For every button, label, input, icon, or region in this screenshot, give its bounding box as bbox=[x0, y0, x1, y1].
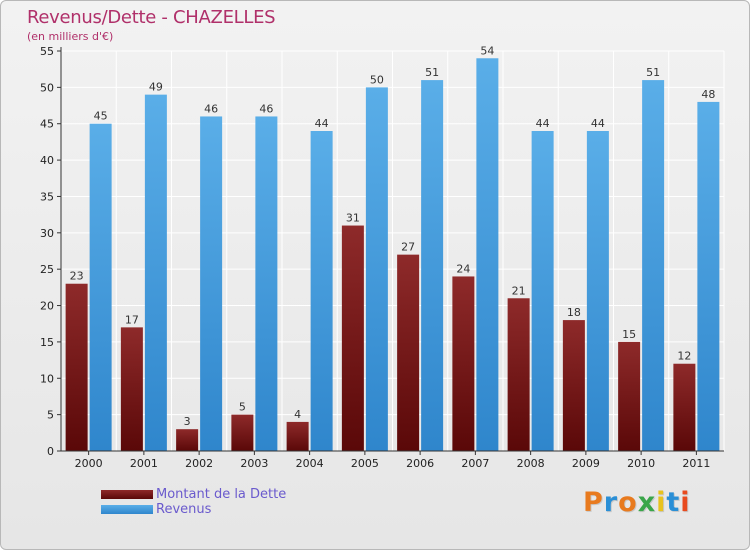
y-tick-label-55: 55 bbox=[40, 45, 54, 58]
y-tick-label-20: 20 bbox=[40, 300, 54, 313]
bar-revenus-2000 bbox=[89, 123, 112, 452]
legend-swatch-dette bbox=[101, 490, 153, 499]
x-tick-label-2003: 2003 bbox=[240, 457, 268, 470]
data-label-dette-2006: 27 bbox=[401, 241, 415, 254]
y-tick-label-50: 50 bbox=[40, 81, 54, 94]
data-label-dette-2000: 23 bbox=[70, 270, 84, 283]
data-label-revenus-2011: 48 bbox=[701, 88, 715, 101]
logo-letter: i bbox=[656, 487, 667, 518]
data-label-revenus-2002: 46 bbox=[204, 102, 218, 115]
data-label-dette-2010: 15 bbox=[622, 328, 636, 341]
bar-chart: 2345174934654644431502751245421441844155… bbox=[40, 44, 725, 470]
bar-revenus-2001 bbox=[144, 94, 167, 452]
data-label-revenus-2008: 44 bbox=[536, 117, 550, 130]
bar-revenus-2003 bbox=[255, 116, 278, 452]
logo-letter: r bbox=[603, 487, 619, 518]
data-label-dette-2004: 4 bbox=[294, 408, 301, 421]
data-label-dette-2007: 24 bbox=[456, 262, 470, 275]
data-label-revenus-2004: 44 bbox=[315, 117, 329, 130]
x-tick-label-2006: 2006 bbox=[406, 457, 434, 470]
x-tick-label-2009: 2009 bbox=[572, 457, 600, 470]
y-tick-label-15: 15 bbox=[40, 336, 54, 349]
y-tick-label-35: 35 bbox=[40, 190, 54, 203]
data-label-dette-2003: 5 bbox=[239, 401, 246, 414]
y-tick-label-25: 25 bbox=[40, 263, 54, 276]
bar-dette-2002 bbox=[176, 429, 199, 451]
data-label-revenus-2006: 51 bbox=[425, 66, 439, 79]
x-tick-label-2010: 2010 bbox=[627, 457, 655, 470]
bar-dette-2008 bbox=[507, 298, 530, 451]
logo-letter: i bbox=[680, 487, 691, 518]
x-tick-label-2002: 2002 bbox=[185, 457, 213, 470]
y-tick-label-0: 0 bbox=[47, 445, 54, 458]
bar-revenus-2010 bbox=[642, 80, 665, 451]
bar-dette-2001 bbox=[120, 327, 143, 451]
bar-dette-2006 bbox=[397, 254, 420, 451]
proxiti-logo: Proxiti bbox=[583, 487, 691, 518]
data-label-dette-2009: 18 bbox=[567, 306, 581, 319]
y-tick-label-45: 45 bbox=[40, 118, 54, 131]
y-tick-label-5: 5 bbox=[47, 409, 54, 422]
bar-revenus-2011 bbox=[697, 101, 720, 451]
x-tick-label-2004: 2004 bbox=[296, 457, 324, 470]
bar-dette-2010 bbox=[618, 341, 641, 451]
data-label-revenus-2003: 46 bbox=[259, 102, 273, 115]
data-label-revenus-2010: 51 bbox=[646, 66, 660, 79]
data-label-dette-2002: 3 bbox=[184, 415, 191, 428]
bar-dette-2005 bbox=[341, 225, 364, 451]
data-label-revenus-2005: 50 bbox=[370, 73, 384, 86]
bar-revenus-2009 bbox=[586, 131, 609, 451]
bar-revenus-2008 bbox=[531, 131, 554, 451]
bar-revenus-2006 bbox=[421, 80, 444, 451]
y-tick-label-30: 30 bbox=[40, 227, 54, 240]
data-label-revenus-2001: 49 bbox=[149, 81, 163, 94]
chart-subtitle: (en milliers d'€) bbox=[27, 30, 114, 43]
bar-revenus-2005 bbox=[365, 87, 388, 451]
legend-label-revenus: Revenus bbox=[156, 502, 212, 517]
logo-letter: o bbox=[618, 487, 638, 518]
bar-dette-2007 bbox=[452, 276, 475, 451]
x-tick-label-2007: 2007 bbox=[461, 457, 489, 470]
data-label-dette-2005: 31 bbox=[346, 212, 360, 225]
logo-letter: x bbox=[637, 487, 657, 518]
x-tick-label-2011: 2011 bbox=[682, 457, 710, 470]
y-tick-label-40: 40 bbox=[40, 154, 54, 167]
data-label-dette-2001: 17 bbox=[125, 313, 139, 326]
bar-revenus-2002 bbox=[200, 116, 223, 452]
legend-label-dette: Montant de la Dette bbox=[156, 487, 287, 502]
bar-revenus-2007 bbox=[476, 58, 499, 451]
bar-dette-2011 bbox=[673, 363, 696, 451]
data-label-revenus-2007: 54 bbox=[480, 44, 494, 57]
bar-dette-2003 bbox=[231, 414, 254, 451]
data-label-dette-2008: 21 bbox=[512, 284, 526, 297]
bar-dette-2000 bbox=[65, 283, 88, 451]
chart-title: Revenus/Dette - CHAZELLES bbox=[27, 7, 276, 28]
logo-letter: t bbox=[666, 487, 681, 518]
y-tick-label-10: 10 bbox=[40, 372, 54, 385]
data-label-revenus-2000: 45 bbox=[94, 110, 108, 123]
bar-revenus-2004 bbox=[310, 131, 333, 451]
legend-swatch-revenus bbox=[101, 505, 153, 514]
bar-dette-2004 bbox=[286, 421, 309, 451]
bar-dette-2009 bbox=[562, 320, 585, 451]
data-label-revenus-2009: 44 bbox=[591, 117, 605, 130]
x-tick-label-2005: 2005 bbox=[351, 457, 379, 470]
x-tick-label-2000: 2000 bbox=[75, 457, 103, 470]
x-tick-label-2008: 2008 bbox=[517, 457, 545, 470]
x-tick-label-2001: 2001 bbox=[130, 457, 158, 470]
logo-letter: P bbox=[583, 487, 604, 518]
data-label-dette-2011: 12 bbox=[677, 350, 691, 363]
